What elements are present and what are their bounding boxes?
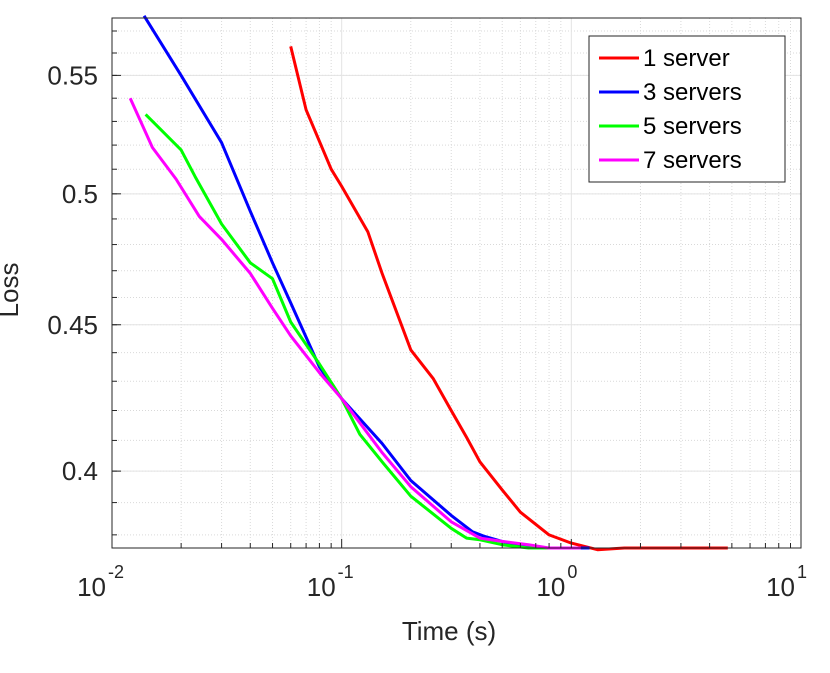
x-tick-label-exponent: -2	[108, 562, 124, 582]
x-tick-labels: 10 -2 10 -1 10 0 10 1	[77, 562, 807, 602]
y-tick-label: 0.5	[62, 179, 98, 209]
plot-frame	[111, 17, 802, 549]
x-tick-label-base: 10	[307, 572, 336, 602]
legend-label: 1 server	[643, 45, 730, 72]
x-tick-label-exponent: 1	[797, 562, 807, 582]
y-tick-label: 0.55	[47, 60, 98, 90]
legend-label: 5 servers	[643, 113, 742, 140]
y-tick-label: 0.45	[47, 310, 98, 340]
legend-label: 7 servers	[643, 147, 742, 174]
x-tick-label-base: 10	[766, 572, 795, 602]
series-line-1-server	[289, 46, 728, 552]
legend-box	[588, 35, 786, 183]
x-axis-title: Time (s)	[402, 616, 496, 646]
y-axis-title: Loss	[0, 263, 24, 318]
y-tick-labels: 0.4 0.45 0.5 0.55	[47, 60, 98, 486]
minor-grid	[112, 18, 801, 548]
x-tick-label-base: 10	[536, 572, 565, 602]
legend-label: 3 servers	[643, 79, 742, 106]
y-tick-label: 0.4	[62, 456, 98, 486]
x-tick-label-exponent: 0	[567, 562, 577, 582]
x-tick-label-exponent: -1	[338, 562, 354, 582]
legend: 1 server 3 servers 5 servers 7 servers	[588, 35, 786, 183]
series-line-7-servers	[128, 97, 581, 550]
series-layer	[128, 15, 728, 552]
x-tick-label-base: 10	[77, 572, 106, 602]
axis-ticks	[111, 30, 802, 548]
series-line-5-servers	[144, 113, 550, 550]
